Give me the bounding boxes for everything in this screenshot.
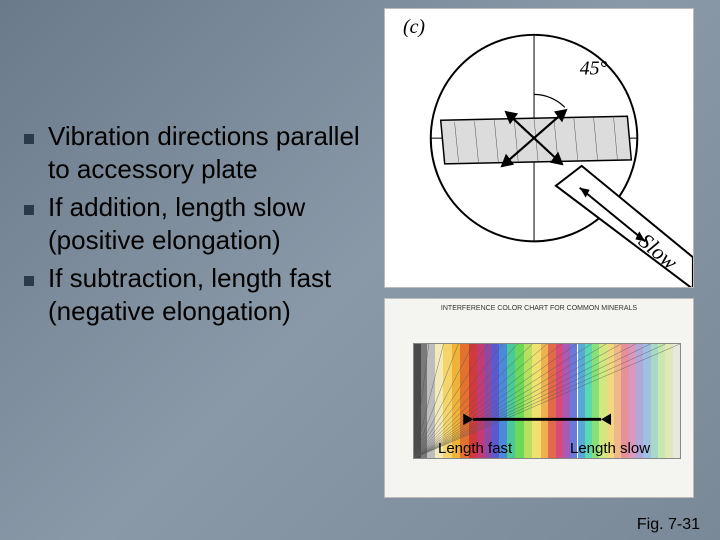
bullet-text: If addition, length slow (positive elong… (48, 191, 364, 256)
diagram-svg: (c) (385, 9, 693, 287)
bullet-list: Vibration directions parallel to accesso… (24, 120, 364, 333)
diagram-accessory-plate: (c) (384, 8, 694, 288)
accessory-plate: Slow (556, 166, 693, 287)
angle-arc (534, 94, 565, 107)
label-length-fast: Length fast (438, 440, 512, 457)
slide: Vibration directions parallel to accesso… (0, 0, 720, 540)
list-item: Vibration directions parallel to accesso… (24, 120, 364, 185)
figure-caption: Fig. 7-31 (637, 516, 700, 534)
bullet-square-icon (24, 276, 34, 286)
bullet-square-icon (24, 205, 34, 215)
bullet-text: If subtraction, length fast (negative el… (48, 262, 364, 327)
panel-label: (c) (403, 16, 425, 38)
bullet-text: Vibration directions parallel to accesso… (48, 120, 364, 185)
interference-color-chart: INTERFERENCE COLOR CHART FOR COMMON MINE… (384, 298, 694, 498)
list-item: If subtraction, length fast (negative el… (24, 262, 364, 327)
chart-title: INTERFERENCE COLOR CHART FOR COMMON MINE… (385, 305, 693, 313)
bullet-square-icon (24, 134, 34, 144)
angle-label: 45° (580, 58, 608, 80)
label-length-slow: Length slow (570, 440, 650, 457)
list-item: If addition, length slow (positive elong… (24, 191, 364, 256)
